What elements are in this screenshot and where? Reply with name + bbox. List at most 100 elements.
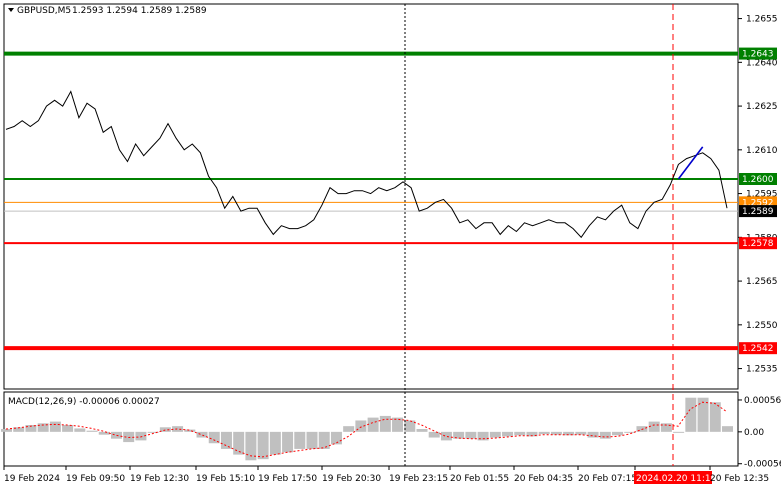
macd-bar [722,426,733,432]
macd-bar [648,421,660,432]
macd-bar [599,431,611,439]
macd-bar [660,423,672,432]
level-tag-support [739,342,777,355]
x-tick-label: 19 Feb 09:50 [66,474,125,484]
level-tag-resistance [739,47,777,60]
macd-bar [208,431,220,444]
x-tick-label: 20 Feb 04:35 [514,474,573,484]
macd-bar [196,431,208,438]
trend-line[interactable] [677,146,704,180]
main-chart-frame [3,3,739,390]
triangle-down-icon[interactable] [8,8,14,12]
macd-bar [440,431,452,441]
macd-bar [147,431,159,433]
macd-bar [159,427,171,432]
macd-bar [587,431,599,438]
level-tag-support [739,237,777,250]
macd-bar [257,431,269,460]
macd-bar [379,415,391,432]
ohlc-values: 1.2593 1.2594 1.2589 1.2589 [72,6,207,16]
macd-bar [685,397,697,432]
macd-bar [37,423,49,432]
x-tick-label: 20 Feb 01:55 [450,474,509,484]
macd-bar [86,430,98,432]
macd-bar [709,402,721,432]
macd-bar [245,431,257,461]
level-label: 1.2592 [742,198,774,208]
macd-tick-label: 0.00 [744,428,764,438]
highlighted-time-tag [634,471,712,484]
macd-bar [392,417,404,432]
macd-bar [502,431,514,437]
macd-bar [62,425,74,432]
macd-bar [74,428,86,432]
level-label: 1.2578 [742,239,774,249]
macd-bar [110,431,122,439]
y-tick-label: 1.2565 [746,277,778,287]
macd-bar [172,426,184,432]
x-tick-label: 19 Feb 2024 [4,474,60,484]
macd-bar [563,431,575,436]
level-label: 1.2542 [742,344,774,354]
macd-bar [123,431,135,443]
y-tick-label: 1.2550 [746,321,778,331]
x-tick-label: 20 Feb 07:15 [578,474,637,484]
y-tick-label: 1.2595 [746,190,778,200]
macd-tick-label: -0.00056 [744,460,781,470]
macd-bar [526,431,538,437]
macd-tick-label: 0.00056 [744,396,781,406]
macd-bar [538,431,550,435]
macd-bar [612,431,624,436]
macd-bar [294,431,306,449]
y-tick-label: 1.2625 [746,102,778,112]
macd-bar [184,429,196,432]
x-tick-label: 19 Feb 20:30 [322,474,381,484]
macd-bar [416,429,428,432]
x-tick-label-highlighted: 2024.02.20 11:10 [636,474,717,484]
level-label: 1.2600 [742,175,774,185]
time-axis: 19 Feb 2024 19 Feb 09:50 19 Feb 12:30 19 Fe… [3,466,769,484]
macd-bar [233,431,245,455]
x-tick-label: 19 Feb 12:30 [130,474,189,484]
macd-bar [13,427,25,432]
horizontal-levels [4,51,738,351]
level-label: 1.2589 [742,207,774,217]
x-tick-label: 19 Feb 23:15 [389,474,448,484]
macd-bar [514,431,526,436]
macd-bar [220,431,232,449]
macd-bar [428,431,440,438]
macd-axis: 0.00056 0.00 -0.00056 [738,396,781,470]
price-line [5,90,728,239]
macd-bar [282,431,294,453]
macd-bar [343,426,355,432]
macd-bar [330,431,342,445]
macd-bar [477,431,489,441]
x-tick-label: 19 Feb 15:10 [196,474,255,484]
macd-bar [673,431,685,433]
macd-bar [355,420,367,432]
symbol-label: GBPUSD,M5 [17,6,71,16]
macd-bar [135,431,147,441]
level-tag-bid [739,205,777,218]
y-tick-label: 1.2610 [746,146,778,156]
macd-bar [697,397,709,432]
macd-bar [98,431,110,435]
time-markers [404,4,674,466]
y-tick-label: 1.2640 [746,58,778,68]
macd-bar [269,431,281,455]
price-axis: 1.26551.26401.26251.26101.25951.25801.25… [738,15,778,375]
macd-bar [49,421,61,432]
macd-bar [489,431,501,438]
macd-bar [25,425,37,432]
level-tag-resistance [739,173,777,185]
macd-bar [367,417,379,432]
macd-bar [404,420,416,432]
macd-histogram [1,397,733,461]
macd-bar [575,431,587,435]
y-tick-label: 1.2655 [746,15,778,25]
macd-bar [1,429,12,432]
macd-bar [453,431,465,439]
macd-label: MACD(12,26,9) -0.00006 0.00027 [8,397,160,407]
macd-bar [318,431,330,449]
